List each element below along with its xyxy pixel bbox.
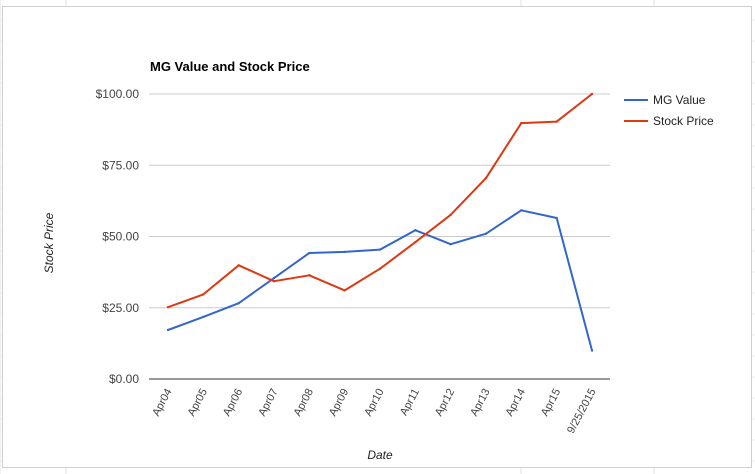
series-line: [167, 209, 593, 351]
x-tick-label: Apr14: [504, 387, 528, 419]
series-line: [167, 93, 593, 309]
x-tick-label: Apr13: [468, 387, 492, 419]
x-tick-label: Apr12: [433, 387, 457, 419]
data-point: [555, 216, 558, 220]
x-tick-label: Apr07: [256, 387, 280, 419]
x-tick-label: 9/25/2015: [565, 387, 599, 436]
y-axis-label: Stock Price: [42, 212, 56, 273]
x-tick-label: Apr06: [221, 387, 245, 419]
data-point: [378, 267, 382, 270]
data-point: [343, 289, 346, 292]
data-point: [520, 121, 523, 125]
data-point: [237, 264, 240, 267]
y-tick-label: $25.00: [102, 301, 139, 315]
x-axis-ticks: Apr04 Apr05 Apr06 Apr07 Apr08 Apr09 Apr10 Apr11…: [150, 387, 598, 436]
data-point: [449, 213, 452, 217]
data-point: [237, 301, 240, 305]
series-lines: [166, 92, 594, 352]
chart-container[interactable]: MG Value and Stock Price $0.00 $25.00 $50.…: [2, 6, 752, 468]
data-point: [414, 241, 417, 244]
x-tick-label: Apr08: [292, 387, 316, 419]
data-point: [308, 251, 311, 255]
line-chart: MG Value and Stock Price $0.00 $25.00 $50.…: [42, 59, 714, 462]
data-point: [202, 315, 205, 319]
y-tick-label: $100.00: [96, 87, 140, 101]
data-point: [414, 229, 417, 232]
data-point: [449, 242, 452, 246]
x-tick-label: Apr04: [150, 387, 174, 419]
x-tick-label: Apr10: [362, 387, 386, 419]
data-point: [272, 276, 276, 280]
data-point: [378, 248, 382, 251]
data-point: [166, 305, 170, 309]
data-point: [202, 293, 205, 296]
data-point: [343, 250, 346, 254]
x-tick-label: Apr05: [186, 387, 210, 419]
data-point: [484, 232, 488, 235]
data-point: [272, 280, 276, 283]
data-point: [520, 209, 523, 212]
legend-label: MG Value: [653, 93, 706, 107]
x-tick-label: Apr15: [539, 387, 563, 419]
y-tick-label: $50.00: [102, 230, 139, 244]
data-point: [590, 92, 594, 96]
y-axis-ticks: $0.00 $25.00 $50.00 $75.00 $100.00: [96, 87, 140, 386]
x-tick-label: Apr11: [398, 387, 422, 418]
chart-title: MG Value and Stock Price: [150, 59, 310, 74]
x-tick-label: Apr09: [327, 387, 351, 419]
data-point: [555, 120, 558, 123]
data-point: [484, 176, 488, 180]
data-point: [308, 274, 311, 277]
y-tick-label: $75.00: [102, 158, 139, 172]
legend-label: Stock Price: [653, 114, 714, 128]
data-point: [590, 349, 594, 352]
legend: MG Value Stock Price: [624, 93, 714, 128]
y-tick-label: $0.00: [109, 372, 139, 386]
data-point: [166, 328, 170, 332]
gridlines: [149, 93, 610, 309]
x-axis-label: Date: [367, 448, 393, 462]
